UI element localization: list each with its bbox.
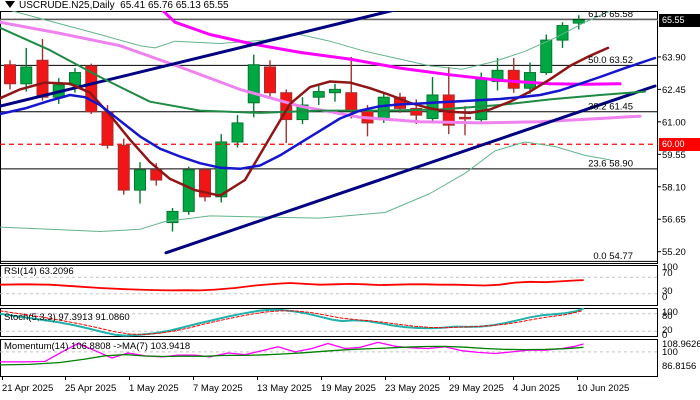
band-lower <box>0 141 611 232</box>
stoch-axis-label: 20 <box>662 325 673 336</box>
candle <box>199 167 211 202</box>
x-axis-date-label: 23 May 2025 <box>385 383 440 394</box>
candle <box>312 86 325 106</box>
stoch-axis-label: 80 <box>662 311 673 322</box>
y-axis-label: 58.10 <box>662 182 686 193</box>
x-axis-date-label: 10 Jun 2025 <box>577 383 629 394</box>
x-axis-date-label: 25 Apr 2025 <box>65 383 116 394</box>
current-price-badge: 65.55 <box>659 14 700 27</box>
rsi-axis-label: 0 <box>662 292 667 303</box>
candle <box>134 162 146 204</box>
candle <box>426 77 439 123</box>
momentum-ma <box>0 345 584 366</box>
momentum-panel-label: Momentum(14) 106.8808 ->MA(7) 103.9418 <box>4 341 191 352</box>
candle <box>247 54 260 118</box>
rsi-panel-label: RSI(14) 63.2096 <box>4 266 74 277</box>
candle <box>524 62 536 94</box>
rsi-axis-label: 70 <box>662 268 673 279</box>
candle <box>572 15 585 30</box>
y-axis-label: 56.65 <box>662 215 686 226</box>
y-axis-label: 61.00 <box>662 117 686 128</box>
momentum-panel-border <box>0 339 658 377</box>
x-axis-date-label: 29 May 2025 <box>449 383 504 394</box>
candle <box>491 58 504 91</box>
magenta-ma <box>161 11 622 86</box>
x-axis-date-label: 1 May 2025 <box>129 383 179 394</box>
x-axis-date-label: 7 May 2025 <box>193 383 243 394</box>
stoch-panel-border <box>0 308 658 337</box>
price-panel-border <box>0 11 658 264</box>
band-upper <box>10 11 612 70</box>
price-panel: 61.8 65.58 50.0 63.52 38.2 61.45 23.6 58.90… <box>0 9 658 262</box>
stoch-axis-label: 100 <box>662 307 678 318</box>
momentum-panel <box>0 341 658 366</box>
stoch-signal <box>0 310 584 335</box>
ohlc-values: 65.41 65.76 65.13 65.55 <box>120 0 229 11</box>
rsi-axis-label: 30 <box>662 286 673 297</box>
candle <box>117 138 130 195</box>
fib-level-label: 23.6 58.90 <box>588 158 633 169</box>
x-axis-date-label: 19 May 2025 <box>321 383 376 394</box>
candle <box>264 60 276 98</box>
symbol-dropdown-icon[interactable] <box>5 1 15 8</box>
candle <box>459 106 471 136</box>
channel-upper <box>0 11 397 108</box>
momentum-axis-label: 100 <box>662 347 678 358</box>
candle <box>166 208 179 232</box>
stoch-main <box>0 308 584 337</box>
candle <box>4 60 16 90</box>
fib-level-label: 0.0 54.77 <box>593 251 633 262</box>
y-axis-label: 63.90 <box>662 52 686 63</box>
fib-level-label: 61.8 65.58 <box>588 9 633 20</box>
chart-title: USCRUDE.N25,Daily 65.41 65.76 65.13 65.5… <box>19 0 229 11</box>
channel-lower <box>164 84 657 255</box>
candle <box>280 89 293 144</box>
rsi-axis-label: 100 <box>662 262 678 273</box>
blue-ma <box>0 56 657 171</box>
candle <box>345 56 358 119</box>
rsi <box>0 279 584 292</box>
stoch-panel <box>0 308 658 337</box>
candle <box>20 47 33 92</box>
rsi-panel <box>0 276 658 295</box>
green-ma <box>0 26 646 114</box>
x-axis-date-label: 4 Jun 2025 <box>513 383 560 394</box>
y-axis-label: 62.45 <box>662 85 686 96</box>
x-axis-date-label: 13 May 2025 <box>257 383 312 394</box>
momentum <box>0 341 584 363</box>
rsi-panel-border <box>0 265 658 306</box>
fib-level-label: 50.0 63.52 <box>588 55 633 66</box>
fib-level-label: 38.2 61.45 <box>588 101 633 112</box>
candle <box>231 115 244 148</box>
x-axis-date-label: 21 Apr 2025 <box>2 383 53 394</box>
stoch-axis-label: 0 <box>662 330 667 341</box>
momentum-axis-label: 86.8156 <box>662 361 696 372</box>
candle <box>507 58 520 93</box>
stoch-panel-label: Stoch(5,3,3) 97.3913 91.0860 <box>4 312 130 323</box>
level-60-badge: 60.00 <box>659 138 700 151</box>
y-axis-label: 59.55 <box>662 150 686 161</box>
y-axis-label: 55.20 <box>662 247 686 258</box>
momentum-axis-label: 108.9626 <box>662 339 700 350</box>
symbol-period-label: USCRUDE.N25,Daily <box>19 0 115 11</box>
candle <box>540 34 553 75</box>
candle <box>329 83 341 102</box>
candle <box>556 22 569 48</box>
candle <box>182 166 195 215</box>
